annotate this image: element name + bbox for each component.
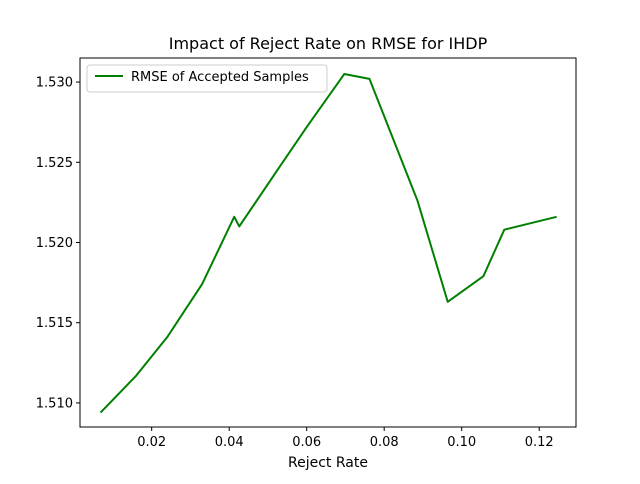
x-tick-label: 0.12: [525, 435, 554, 450]
y-tick-label: 1.515: [36, 316, 73, 331]
y-tick-label: 1.510: [36, 396, 73, 411]
axes-frame: [79, 57, 577, 428]
y-tick-label: 1.525: [36, 156, 73, 171]
plot-area: [99, 73, 557, 414]
y-axis: 1.510 1.515 1.520 1.525 1.530: [36, 76, 80, 411]
x-tick-label: 0.08: [370, 435, 399, 450]
x-axis-label: Reject Rate: [288, 455, 368, 471]
x-tick-label: 0.06: [292, 435, 321, 450]
x-tick-label: 0.04: [215, 435, 244, 450]
series-line: [99, 73, 557, 414]
legend-label: RMSE of Accepted Samples: [131, 70, 309, 85]
y-tick-label: 1.530: [36, 76, 73, 91]
legend: RMSE of Accepted Samples: [86, 64, 328, 93]
legend-box: [86, 64, 328, 93]
x-tick-label: 0.02: [137, 435, 166, 450]
x-tick-label: 0.10: [447, 435, 476, 450]
y-tick-label: 1.520: [36, 236, 73, 251]
x-axis: 0.02 0.04 0.06 0.08 0.10 0.12: [137, 427, 554, 450]
chart-title: Impact of Reject Rate on RMSE for IHDP: [169, 34, 488, 53]
